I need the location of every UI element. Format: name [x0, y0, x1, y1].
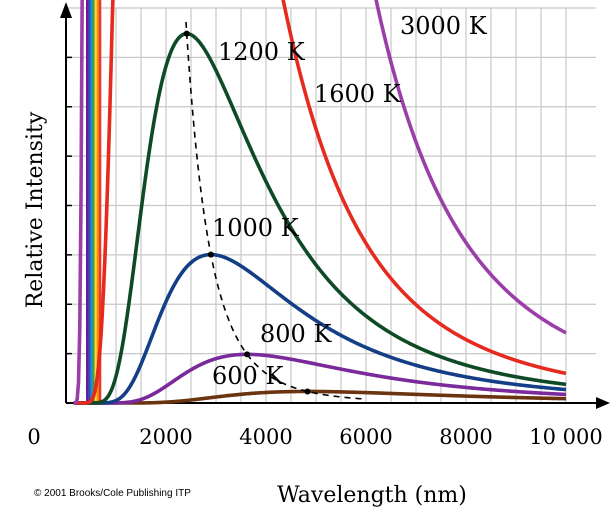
x-tick-label: 10 000 — [529, 425, 602, 449]
x-tick-label: 8000 — [439, 425, 492, 449]
x-axis-label: Wavelength (nm) — [277, 483, 467, 508]
spectrum-stripe — [90, 0, 93, 403]
x-axis-arrow — [596, 397, 610, 409]
curve-label-1000k: 1000 K — [212, 214, 300, 242]
visible-spectrum-band — [86, 0, 102, 403]
peak-point — [207, 251, 214, 258]
x-tick-label: 0 — [27, 425, 40, 449]
spectrum-stripe — [92, 0, 95, 403]
curve-label-600k: 600 K — [212, 362, 284, 390]
curve-label-1600k: 1600 K — [314, 80, 402, 108]
peak-locus-line — [185, 21, 367, 400]
series-line-1000k — [73, 252, 567, 405]
y-axis-arrow — [60, 2, 72, 18]
x-tick-labels: 0 2000 4000 6000 8000 10 000 — [27, 425, 602, 449]
spectrum-stripe — [94, 0, 98, 403]
y-axis-label: Relative Intensity — [23, 111, 48, 308]
peak-point — [244, 351, 251, 358]
peak-point — [304, 388, 311, 395]
series-line-3000k — [73, 0, 567, 405]
series-line-1200k — [73, 31, 567, 405]
spectrum-stripe — [86, 0, 89, 403]
series-line-1600k — [73, 0, 567, 405]
curve-label-1200k: 1200 K — [218, 38, 306, 66]
curve-label-800k: 800 K — [260, 320, 332, 348]
x-tick-label: 4000 — [239, 425, 292, 449]
spectrum-stripe — [98, 0, 102, 403]
spectrum-stripe — [88, 0, 91, 403]
x-tick-label: 2000 — [139, 425, 192, 449]
series-line-600k — [73, 389, 567, 405]
curves — [73, 0, 567, 405]
series-line-800k — [73, 352, 567, 405]
curve-label-3000k: 3000 K — [400, 12, 488, 40]
x-tick-label: 6000 — [339, 425, 392, 449]
curve-labels: 600 K 800 K 1000 K 1200 K 1600 K 3000 K — [212, 12, 488, 390]
peak-point — [183, 30, 190, 37]
spectrum-stripe — [96, 0, 100, 403]
copyright-notice: © 2001 Brooks/Cole Publishing ITP — [34, 488, 191, 499]
